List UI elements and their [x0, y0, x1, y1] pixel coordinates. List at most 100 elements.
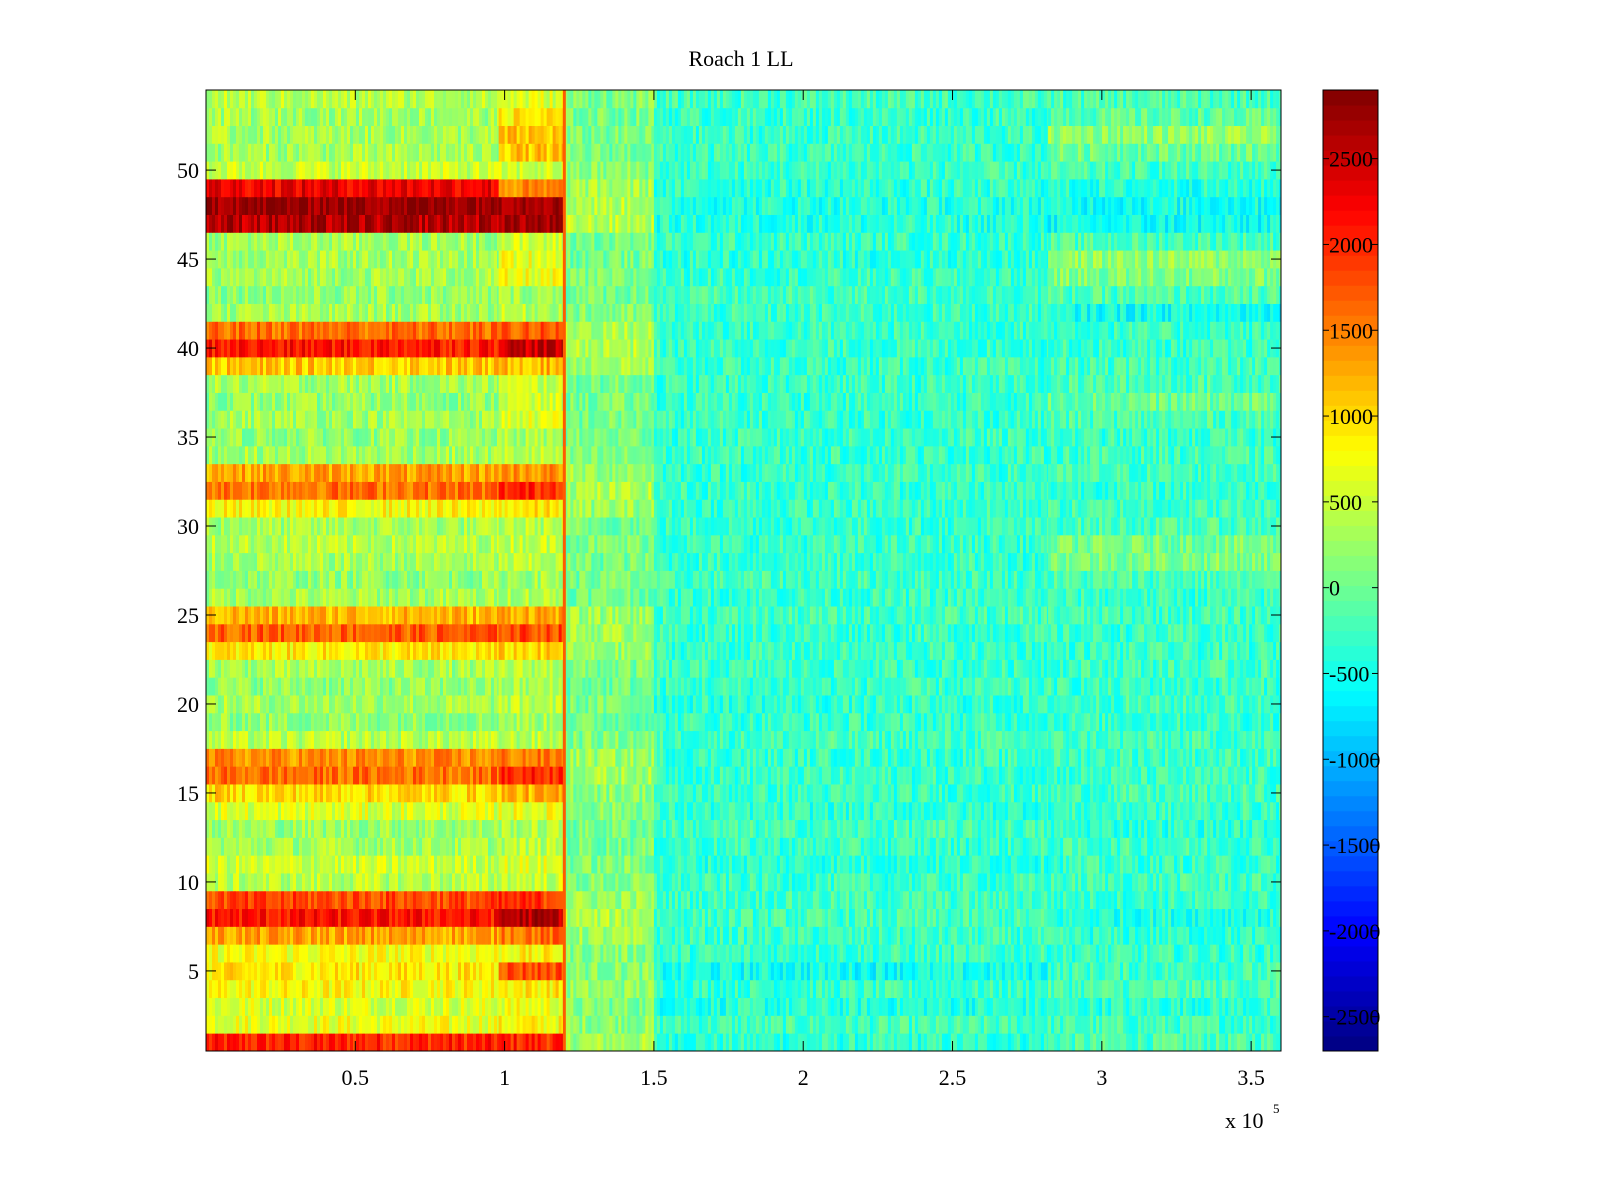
- heatmap-cell: [603, 1033, 606, 1051]
- heatmap-cell: [666, 980, 669, 998]
- heatmap-cell: [1108, 837, 1111, 855]
- heatmap-cell: [368, 998, 371, 1016]
- heatmap-cell: [1069, 962, 1072, 980]
- heatmap-cell: [783, 962, 786, 980]
- heatmap-cell: [362, 873, 365, 891]
- heatmap-cell: [990, 837, 993, 855]
- heatmap-cell: [371, 891, 374, 909]
- heatmap-cell: [798, 802, 801, 820]
- heatmap-cell: [362, 962, 365, 980]
- heatmap-cell: [338, 998, 341, 1016]
- heatmap-cell: [1276, 926, 1279, 944]
- heatmap-cell: [1186, 837, 1189, 855]
- heatmap-cell: [1231, 926, 1234, 944]
- heatmap-cell: [1222, 837, 1225, 855]
- heatmap-cell: [452, 891, 455, 909]
- heatmap-cell: [455, 820, 458, 838]
- heatmap-cell: [1198, 962, 1201, 980]
- heatmap-cell: [1066, 1033, 1069, 1051]
- heatmap-cell: [416, 980, 419, 998]
- heatmap-cell: [1219, 891, 1222, 909]
- heatmap-cell: [245, 926, 248, 944]
- heatmap-cell: [873, 998, 876, 1016]
- heatmap-cell: [705, 802, 708, 820]
- heatmap-cell: [392, 1015, 395, 1033]
- heatmap-cell: [1038, 1015, 1041, 1033]
- heatmap-cell: [416, 873, 419, 891]
- heatmap-cell: [1219, 962, 1222, 980]
- heatmap-cell: [915, 962, 918, 980]
- heatmap-cell: [795, 998, 798, 1016]
- heatmap-cell: [642, 1015, 645, 1033]
- heatmap-cell: [281, 926, 284, 944]
- heatmap-cell: [245, 909, 248, 927]
- heatmap-cell: [1234, 891, 1237, 909]
- heatmap-cell: [606, 1033, 609, 1051]
- heatmap-cell: [458, 891, 461, 909]
- heatmap-cell: [762, 873, 765, 891]
- heatmap-cell: [909, 891, 912, 909]
- heatmap-cell: [449, 926, 452, 944]
- heatmap-cell: [750, 855, 753, 873]
- heatmap-cell: [1029, 998, 1032, 1016]
- heatmap-cell: [870, 855, 873, 873]
- heatmap-cell: [927, 998, 930, 1016]
- heatmap-cell: [1270, 980, 1273, 998]
- heatmap-cell: [547, 909, 550, 927]
- heatmap-cell: [511, 855, 514, 873]
- heatmap-cell: [398, 873, 401, 891]
- heatmap-cell: [1057, 1015, 1060, 1033]
- heatmap-cell: [903, 873, 906, 891]
- heatmap-cell: [356, 1015, 359, 1033]
- heatmap-cell: [440, 820, 443, 838]
- heatmap-cell: [1195, 962, 1198, 980]
- heatmap-cell: [786, 891, 789, 909]
- heatmap-cell: [1249, 980, 1252, 998]
- heatmap-cell: [681, 980, 684, 998]
- heatmap-cell: [1105, 1015, 1108, 1033]
- heatmap-cell: [1035, 944, 1038, 962]
- heatmap-cell: [1186, 980, 1189, 998]
- heatmap-cell: [849, 926, 852, 944]
- heatmap-cell: [687, 926, 690, 944]
- heatmap-cell: [768, 909, 771, 927]
- heatmap-cell: [936, 802, 939, 820]
- heatmap-cell: [1264, 891, 1267, 909]
- heatmap-cell: [1144, 855, 1147, 873]
- heatmap-cell: [374, 909, 377, 927]
- heatmap-cell: [1099, 837, 1102, 855]
- heatmap-cell: [401, 998, 404, 1016]
- heatmap-cell: [1011, 802, 1014, 820]
- heatmap-cell: [1159, 873, 1162, 891]
- heatmap-cell: [780, 891, 783, 909]
- heatmap-cell: [239, 873, 242, 891]
- heatmap-cell: [260, 944, 263, 962]
- heatmap-cell: [538, 820, 541, 838]
- heatmap-cell: [735, 909, 738, 927]
- heatmap-cell: [978, 980, 981, 998]
- heatmap-cell: [900, 855, 903, 873]
- heatmap-cell: [732, 909, 735, 927]
- heatmap-cell: [1078, 820, 1081, 838]
- heatmap-cell: [353, 980, 356, 998]
- heatmap-cell: [894, 909, 897, 927]
- heatmap-cell: [723, 980, 726, 998]
- heatmap-cell: [630, 1015, 633, 1033]
- heatmap-cell: [308, 891, 311, 909]
- heatmap-cell: [930, 837, 933, 855]
- heatmap-cell: [822, 1033, 825, 1051]
- heatmap-cell: [597, 855, 600, 873]
- heatmap-cell: [588, 837, 591, 855]
- heatmap-cell: [921, 980, 924, 998]
- heatmap-cell: [765, 1015, 768, 1033]
- heatmap-cell: [353, 962, 356, 980]
- heatmap-cell: [499, 820, 502, 838]
- heatmap-cell: [963, 802, 966, 820]
- heatmap-cell: [374, 926, 377, 944]
- heatmap-cell: [894, 1033, 897, 1051]
- heatmap-cell: [1168, 1015, 1171, 1033]
- heatmap-cell: [738, 1033, 741, 1051]
- heatmap-cell: [711, 1015, 714, 1033]
- heatmap-cell: [260, 998, 263, 1016]
- heatmap-cell: [1126, 944, 1129, 962]
